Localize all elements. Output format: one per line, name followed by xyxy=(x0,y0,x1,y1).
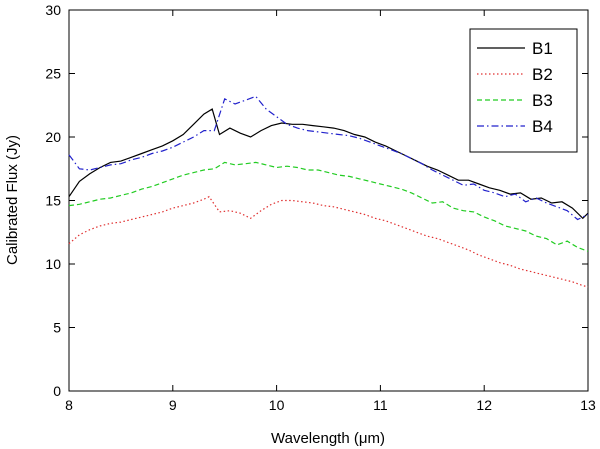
y-axis: 0 5 10 15 20 25 30 xyxy=(45,2,588,399)
legend-label-b1: B1 xyxy=(532,39,553,58)
y-tick-label: 25 xyxy=(45,66,61,82)
y-axis-label: Calibrated Flux (Jy) xyxy=(4,135,21,265)
y-tick-label: 15 xyxy=(45,193,61,209)
x-tick-label: 9 xyxy=(169,397,177,413)
x-tick-label: 12 xyxy=(476,397,492,413)
x-tick-label: 8 xyxy=(65,397,73,413)
y-tick-label: 30 xyxy=(45,2,61,18)
legend-label-b4: B4 xyxy=(532,117,553,136)
x-tick-label: 11 xyxy=(373,397,388,413)
x-tick-label: 10 xyxy=(269,397,285,413)
y-tick-label: 5 xyxy=(53,320,61,336)
y-tick-label: 0 xyxy=(53,383,61,399)
series-line-b3 xyxy=(68,161,589,252)
legend-label-b2: B2 xyxy=(532,65,553,84)
x-axis: 8 9 10 11 12 13 xyxy=(65,10,596,413)
series-lines xyxy=(68,95,589,288)
y-tick-label: 10 xyxy=(45,256,61,272)
legend-label-b3: B3 xyxy=(532,91,553,110)
legend-box xyxy=(469,28,578,153)
legend: B1 B2 B3 B4 xyxy=(469,28,578,153)
series-line-b1 xyxy=(68,108,589,220)
x-axis-label: Wavelength (μm) xyxy=(271,430,385,447)
x-tick-label: 13 xyxy=(580,397,596,413)
series-line-b4 xyxy=(68,95,589,221)
y-tick-label: 20 xyxy=(45,129,61,145)
